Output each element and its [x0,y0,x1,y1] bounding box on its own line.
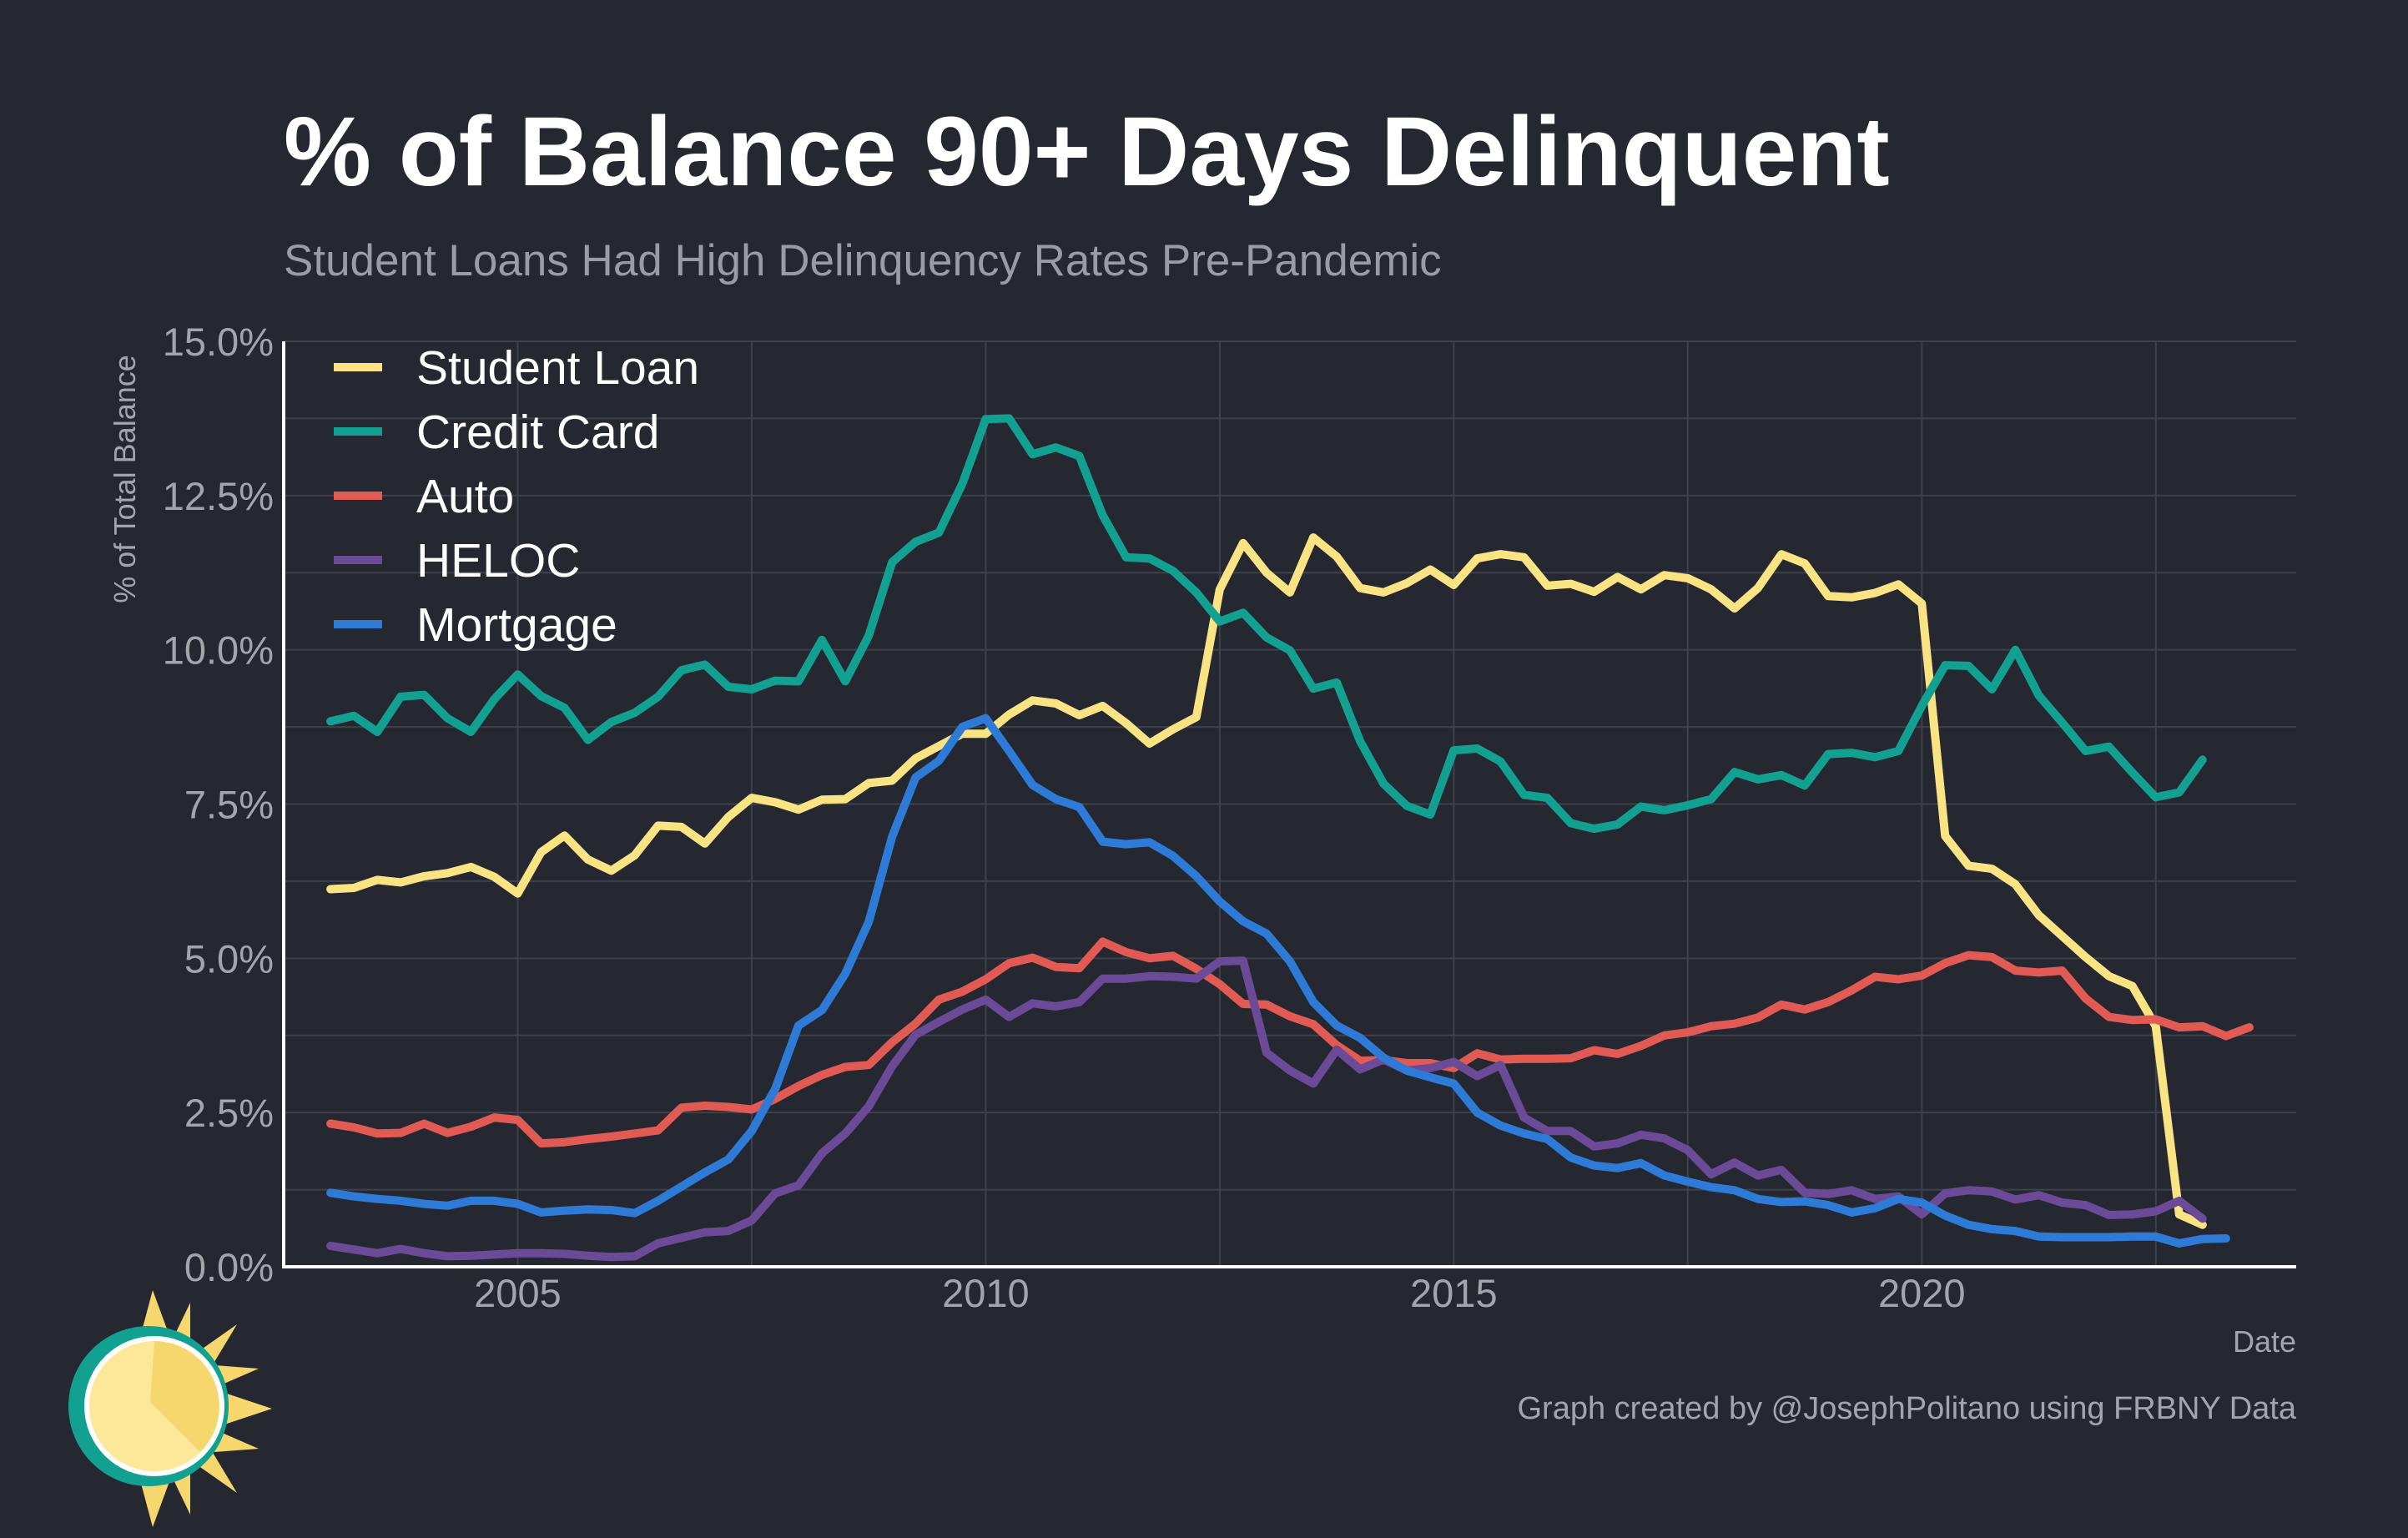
chart-caption: Graph created by @JosephPolitano using F… [1518,1391,2297,1426]
y-axis-label: % of Total Balance [108,355,142,603]
chart-title: % of Balance 90+ Days Delinquent [284,97,1890,207]
legend-label-credit-card: Credit Card [416,406,659,459]
y-tick-label: 0.0% [184,1245,274,1289]
x-tick-label: 2015 [1410,1271,1498,1315]
series-line-student-loan [326,533,2207,1229]
y-tick-label: 15.0% [163,320,274,364]
legend-label-mortgage: Mortgage [416,598,617,652]
series-line-credit-card [326,414,2207,834]
y-tick-labels: 0.0% 2.5% 5.0% 7.5% 10.0% 12.5% 15.0% [163,320,274,1289]
x-tick-label: 2010 [942,1271,1030,1315]
legend-label-auto: Auto [416,470,514,523]
y-tick-label: 2.5% [184,1091,274,1135]
y-tick-label: 10.0% [163,628,274,673]
y-tick-label: 12.5% [163,474,274,518]
x-tick-labels: 2005 2010 2015 2020 [474,1271,1965,1315]
sun-logo [68,1290,272,1527]
gridlines [283,340,2296,1268]
legend-label-student-loan: Student Loan [416,341,699,395]
x-axis-label: Date [2233,1324,2296,1359]
series-line-mortgage [326,714,2230,1248]
x-tick-label: 2005 [474,1271,562,1315]
chart-subtitle: Student Loans Had High Delinquency Rates… [284,236,1442,285]
sun-shade [150,1341,219,1452]
legend: Student Loan Credit Card Auto HELOC Mortgage [334,341,699,652]
y-tick-label: 5.0% [184,936,274,981]
series-line-heloc [326,956,2207,1262]
series-line-auto [326,937,2254,1148]
legend-label-heloc: HELOC [416,534,580,587]
series-lines [326,414,2254,1262]
x-tick-label: 2020 [1878,1271,1966,1315]
y-tick-label: 7.5% [184,783,274,827]
